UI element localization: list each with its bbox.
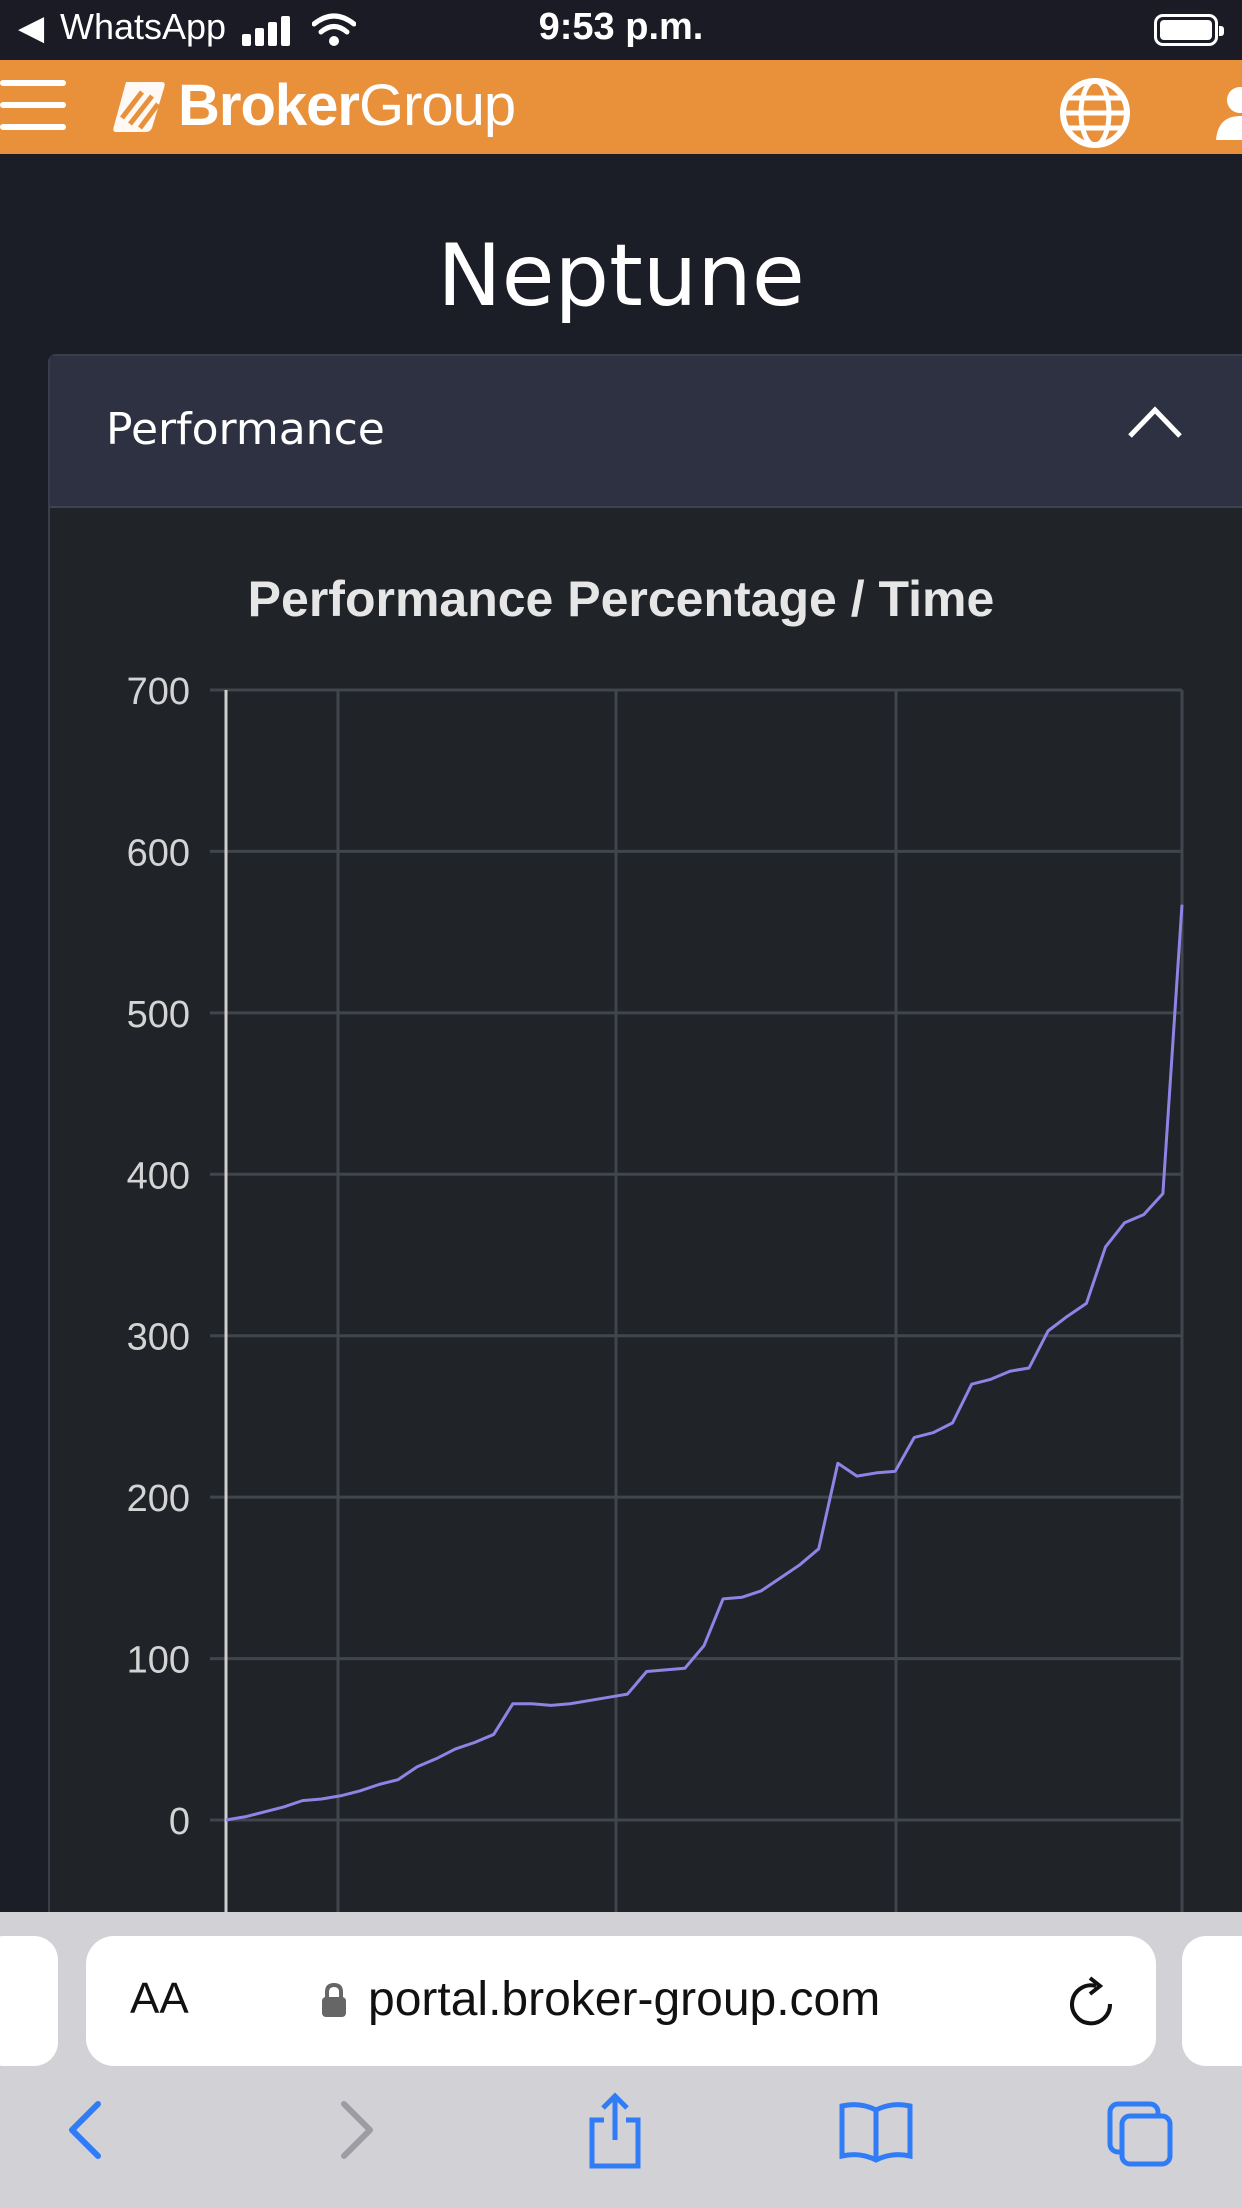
signal-icon [242, 14, 296, 46]
lock-icon [322, 1982, 346, 2017]
chevron-up-icon[interactable] [1126, 402, 1184, 442]
performance-card-header[interactable]: Performance [50, 356, 1242, 508]
user-icon[interactable] [1214, 82, 1242, 142]
back-to-app-label[interactable]: WhatsApp [60, 6, 227, 47]
y-tick-label: 700 [127, 671, 190, 713]
y-tick-label: 200 [127, 1478, 190, 1520]
chart-grid [210, 688, 1184, 1912]
forward-icon[interactable] [336, 2090, 380, 2170]
globe-icon[interactable] [1058, 76, 1132, 150]
url-text[interactable]: portal.broker-group.com [368, 1973, 881, 2026]
next-tab-preview[interactable] [1182, 1936, 1242, 2066]
y-tick-label: 500 [127, 994, 190, 1036]
y-axis-ticks: 700 600 500 400 300 200 100 0 [127, 671, 190, 1843]
reload-icon[interactable] [1066, 1974, 1118, 2030]
browser-bottom-bar: AA portal.broker-group.com [0, 1912, 1242, 2208]
status-bar: ◀ WhatsApp 9:53 p.m. [0, 0, 1242, 60]
brand-logo-text[interactable]: BrokerGroup [178, 73, 516, 138]
series-line [225, 904, 1184, 1822]
y-tick-label: 600 [127, 832, 190, 874]
card-title: Performance [106, 404, 385, 455]
y-tick-label: 100 [127, 1640, 190, 1682]
tabs-icon[interactable] [1106, 2090, 1174, 2170]
site-header: BrokerGroup [0, 60, 1242, 154]
back-icon[interactable] [62, 2090, 106, 2170]
y-tick-label: 400 [127, 1155, 190, 1197]
clock: 9:53 p.m. [538, 6, 704, 48]
address-bar[interactable]: AA portal.broker-group.com [86, 1936, 1156, 2066]
performance-card: Performance [48, 354, 1242, 1914]
share-icon[interactable] [584, 2090, 646, 2170]
bookmarks-icon[interactable] [838, 2090, 914, 2170]
chart-series [225, 904, 1184, 1822]
page-title: Neptune [437, 226, 805, 326]
back-arrow-icon[interactable]: ◀ [18, 8, 45, 48]
wifi-icon [312, 13, 356, 46]
y-tick-label: 0 [169, 1801, 190, 1843]
y-tick-label: 300 [127, 1317, 190, 1359]
battery-icon [1154, 14, 1224, 46]
logo-icon[interactable] [112, 78, 168, 134]
text-size-button[interactable]: AA [130, 1974, 189, 2023]
menu-icon[interactable] [0, 80, 68, 134]
previous-tab-preview[interactable] [0, 1936, 58, 2066]
chart-title: Performance Percentage / Time [247, 571, 995, 627]
